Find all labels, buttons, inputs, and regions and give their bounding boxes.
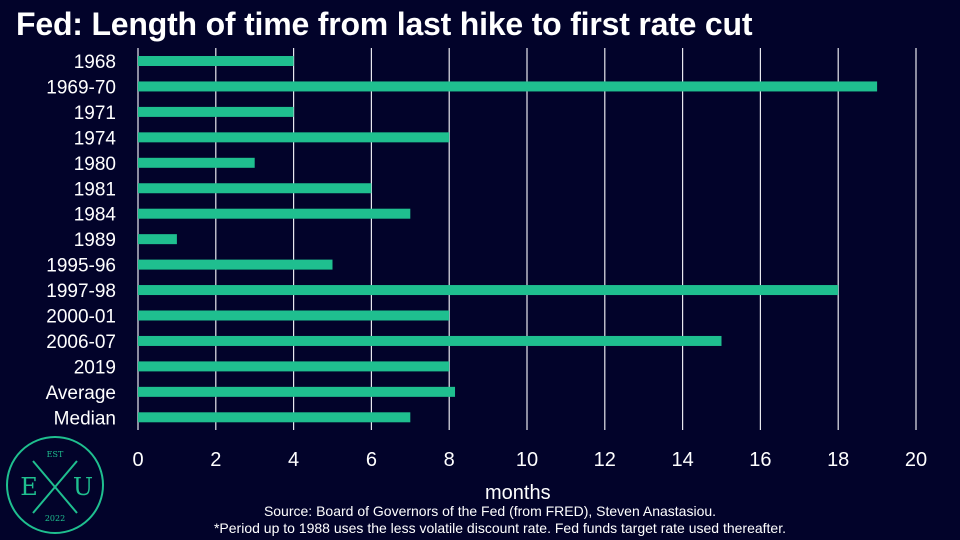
bar bbox=[138, 259, 333, 270]
y-tick-label: 1981 bbox=[74, 179, 116, 200]
bar bbox=[138, 157, 255, 168]
source-text: Source: Board of Governors of the Fed (f… bbox=[263, 503, 717, 519]
x-axis-label: months bbox=[485, 482, 551, 504]
x-tick-label: 2 bbox=[210, 449, 221, 471]
bar bbox=[138, 56, 294, 66]
bar bbox=[138, 335, 722, 346]
y-tick-label: 1984 bbox=[74, 205, 117, 226]
footnote-text: *Period up to 1988 uses the less volatil… bbox=[213, 520, 787, 536]
x-tick-label: 4 bbox=[288, 449, 299, 471]
x-tick-label: 8 bbox=[444, 449, 455, 471]
y-tick-label: 1997-98 bbox=[46, 281, 116, 302]
y-tick-label: 1989 bbox=[74, 230, 116, 251]
x-tick-label: 0 bbox=[132, 449, 143, 471]
bar bbox=[138, 310, 450, 321]
logo-top-text: EST bbox=[47, 450, 64, 459]
logo-letter-u: U bbox=[73, 473, 93, 501]
y-tick-label: 1974 bbox=[74, 128, 117, 149]
y-tick-label: 2000-01 bbox=[46, 307, 116, 328]
x-tick-label: 20 bbox=[905, 449, 927, 471]
x-tick-label: 12 bbox=[594, 449, 616, 471]
bar bbox=[138, 81, 878, 92]
y-tick-label: 2006-07 bbox=[46, 332, 116, 353]
bar bbox=[138, 285, 839, 296]
x-tick-label: 6 bbox=[366, 449, 377, 471]
y-tick-label: 1968 bbox=[74, 52, 116, 73]
y-tick-label: Average bbox=[46, 383, 116, 404]
x-tick-label: 10 bbox=[516, 449, 538, 471]
chart-title: Fed: Length of time from last hike to fi… bbox=[16, 6, 753, 42]
x-tick-label: 16 bbox=[749, 449, 771, 471]
x-tick-label: 18 bbox=[827, 449, 849, 471]
exu-logo: EST E U 2022 bbox=[6, 436, 104, 534]
bar bbox=[138, 183, 372, 194]
y-tick-label: 1969-70 bbox=[46, 77, 116, 98]
y-tick-label: Median bbox=[54, 408, 116, 429]
bar bbox=[138, 234, 177, 245]
y-tick-label: 1980 bbox=[74, 154, 116, 175]
y-tick-label: 2019 bbox=[74, 357, 116, 378]
bar bbox=[138, 361, 450, 372]
bar bbox=[138, 106, 294, 117]
bar bbox=[138, 412, 411, 423]
x-tick-label: 14 bbox=[671, 449, 693, 471]
logo-bottom-text: 2022 bbox=[45, 514, 65, 523]
bar bbox=[138, 386, 456, 397]
y-tick-label: 1995-96 bbox=[46, 256, 116, 277]
y-tick-label: 1971 bbox=[74, 103, 116, 124]
logo-letter-e: E bbox=[20, 473, 38, 501]
bar bbox=[138, 132, 450, 143]
bar bbox=[138, 208, 411, 219]
